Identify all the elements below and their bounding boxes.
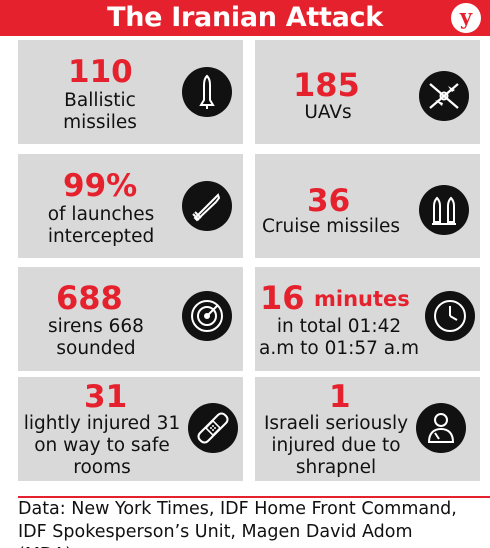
header-bar: The Iranian Attack y	[0, 0, 490, 36]
stat-card-ballistic-missiles: 110 Ballistic missiles	[18, 40, 243, 144]
stat-number: 99%	[63, 168, 138, 204]
stat-card-intercepted: 99% of launches intercepted	[18, 154, 243, 258]
stat-description: Cruise missiles	[261, 216, 401, 237]
intercepted-missile-icon	[181, 180, 233, 232]
stat-card-sirens: 688 sirens 668 sounded	[18, 267, 243, 371]
stat-card-cruise-missiles: 36 Cruise missiles	[255, 154, 480, 258]
stat-card-seriously-injured: 1 Israeli seriously injured due to shrap…	[255, 377, 480, 481]
bandage-icon	[187, 402, 239, 454]
source-footer: Data: New York Times, IDF Home Front Com…	[18, 496, 490, 548]
radar-icon	[181, 290, 233, 342]
stat-number: 688	[56, 279, 123, 317]
stat-number: 31	[84, 379, 128, 415]
ballistic-missile-icon	[181, 66, 233, 118]
stat-card-uavs: 185 UAVs	[255, 40, 480, 144]
stat-number: 1	[329, 379, 351, 415]
footer-divider	[18, 496, 490, 498]
stat-card-lightly-injured: 31 lightly injured 31 on way to safe roo…	[18, 377, 243, 481]
stat-number: 185	[293, 66, 360, 104]
stat-description: of launches intercepted	[47, 204, 155, 247]
clock-icon	[424, 290, 476, 342]
stat-description: Ballistic missiles	[63, 90, 137, 133]
drone-icon	[418, 70, 470, 122]
stats-grid: 110 Ballistic missiles 185 UAVs 99% of l…	[18, 40, 490, 481]
stat-card-duration: 16 minutes in total 01:42 a.m to 01:57 a…	[255, 267, 480, 371]
stat-unit: minutes	[314, 287, 410, 311]
cruise-missiles-icon	[418, 184, 470, 236]
injured-person-icon	[415, 402, 467, 454]
stat-description: lightly injured 31 on way to safe rooms	[23, 413, 181, 478]
stat-description: in total 01:42 a.m to 01:57 a.m	[259, 316, 420, 359]
stat-description: UAVs	[304, 102, 352, 123]
stat-number: 36	[307, 183, 351, 219]
source-credit: Data: New York Times, IDF Home Front Com…	[18, 499, 457, 548]
stat-description: sirens 668 sounded	[48, 316, 144, 359]
stat-number: 110	[68, 54, 133, 90]
stat-description: Israeli seriously injured due to shrapne…	[263, 413, 409, 478]
brand-logo: y	[451, 3, 481, 33]
stat-number: 16	[260, 279, 305, 317]
page-title: The Iranian Attack	[107, 2, 383, 33]
